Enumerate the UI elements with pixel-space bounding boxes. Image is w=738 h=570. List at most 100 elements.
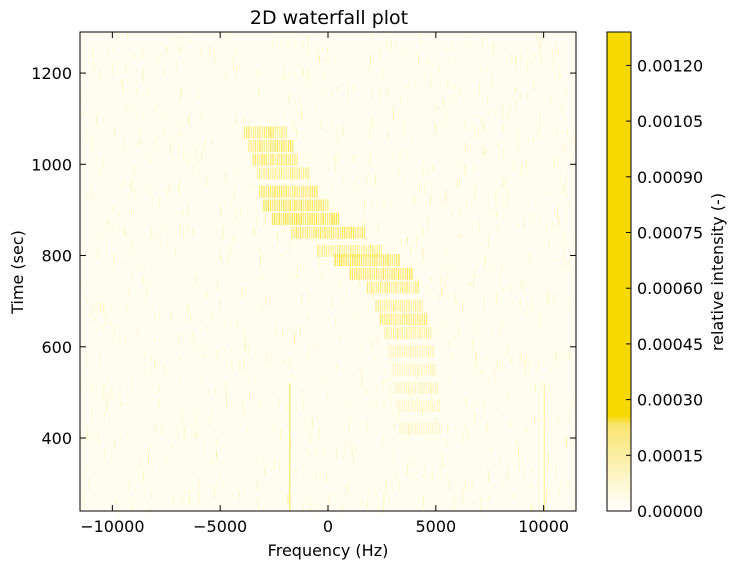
noise-cell — [97, 232, 99, 238]
signal-cell — [283, 185, 285, 198]
noise-cell — [455, 425, 456, 430]
noise-cell — [500, 262, 502, 271]
signal-cell — [276, 126, 279, 139]
signal-cell — [421, 400, 423, 413]
noise-cell — [337, 132, 339, 143]
noise-cell — [194, 411, 196, 424]
noise-cell — [527, 62, 528, 73]
signal-cell — [355, 226, 357, 239]
noise-cell — [474, 189, 476, 200]
noise-cell — [531, 506, 533, 511]
noise-cell — [429, 200, 430, 204]
noise-cell — [243, 116, 244, 125]
signal-cell — [278, 167, 281, 180]
signal-cell — [298, 199, 300, 212]
noise-cell — [234, 211, 236, 222]
persistent-line — [543, 383, 545, 511]
colorbar-tick-label: 0.00090 — [637, 168, 703, 187]
signal-cell — [345, 254, 347, 267]
signal-cell — [248, 126, 250, 139]
noise-cell — [563, 143, 565, 152]
signal-cell — [316, 185, 318, 198]
signal-cell — [399, 345, 401, 358]
noise-cell — [258, 88, 260, 92]
noise-cell — [103, 383, 105, 397]
signal-cell — [259, 185, 261, 198]
signal-cell — [297, 226, 300, 239]
noise-cell — [534, 415, 535, 425]
signal-cell — [267, 199, 269, 212]
noise-cell — [276, 121, 277, 131]
noise-cell — [194, 337, 195, 346]
signal-cell — [289, 199, 291, 212]
noise-cell — [273, 125, 275, 129]
noise-cell — [289, 242, 291, 253]
noise-cell — [523, 221, 524, 229]
signal-cell — [419, 422, 421, 435]
signal-cell — [298, 167, 300, 180]
noise-cell — [182, 210, 184, 216]
noise-cell — [166, 237, 168, 248]
noise-cell — [535, 80, 537, 85]
noise-cell — [390, 236, 392, 242]
signal-cell — [256, 153, 259, 166]
noise-cell — [551, 95, 552, 102]
signal-cell — [412, 422, 414, 435]
noise-cell — [316, 106, 318, 114]
noise-cell — [252, 183, 254, 187]
signal-cell — [434, 363, 436, 376]
noise-cell — [142, 275, 144, 285]
noise-cell — [470, 200, 472, 210]
noise-cell — [335, 161, 336, 172]
signal-cell — [294, 199, 296, 212]
noise-cell — [511, 356, 513, 365]
signal-cell — [397, 281, 399, 294]
noise-cell — [198, 492, 200, 505]
noise-cell — [488, 494, 490, 501]
signal-cell — [408, 400, 410, 413]
signal-cell — [259, 140, 261, 152]
signal-cell — [274, 153, 276, 166]
noise-cell — [243, 328, 245, 340]
signal-cell — [339, 245, 341, 257]
signal-cell — [434, 400, 436, 413]
signal-cell — [399, 363, 401, 376]
noise-cell — [315, 448, 316, 457]
signal-cell — [397, 299, 399, 312]
signal-cell — [376, 245, 378, 257]
noise-cell — [151, 306, 153, 310]
noise-cell — [318, 243, 320, 255]
noise-cell — [540, 382, 542, 391]
noise-cell — [454, 333, 456, 339]
noise-cell — [404, 133, 405, 138]
signal-cell — [296, 153, 298, 166]
noise-cell — [235, 116, 237, 125]
noise-cell — [190, 314, 191, 324]
signal-cell — [359, 226, 361, 239]
signal-cell — [279, 126, 281, 139]
noise-cell — [446, 246, 448, 257]
noise-cell — [108, 217, 109, 227]
signal-cell — [404, 267, 406, 280]
noise-cell — [351, 444, 353, 457]
noise-cell — [343, 484, 345, 498]
noise-cell — [488, 110, 490, 115]
signal-cell — [423, 313, 426, 326]
signal-cell — [378, 267, 380, 280]
noise-cell — [404, 120, 405, 134]
noise-cell — [410, 138, 412, 144]
signal-cell — [404, 299, 406, 312]
noise-cell — [480, 505, 482, 515]
noise-cell — [296, 106, 298, 115]
noise-cell — [155, 236, 157, 241]
signal-cell — [365, 245, 367, 257]
noise-cell — [105, 244, 107, 253]
noise-cell — [533, 136, 535, 142]
noise-cell — [423, 464, 425, 471]
noise-cell — [483, 146, 484, 159]
signal-cell — [408, 299, 410, 312]
signal-cell — [309, 213, 311, 225]
noise-cell — [506, 195, 508, 208]
signal-cell — [377, 281, 380, 294]
signal-cell — [316, 199, 318, 212]
